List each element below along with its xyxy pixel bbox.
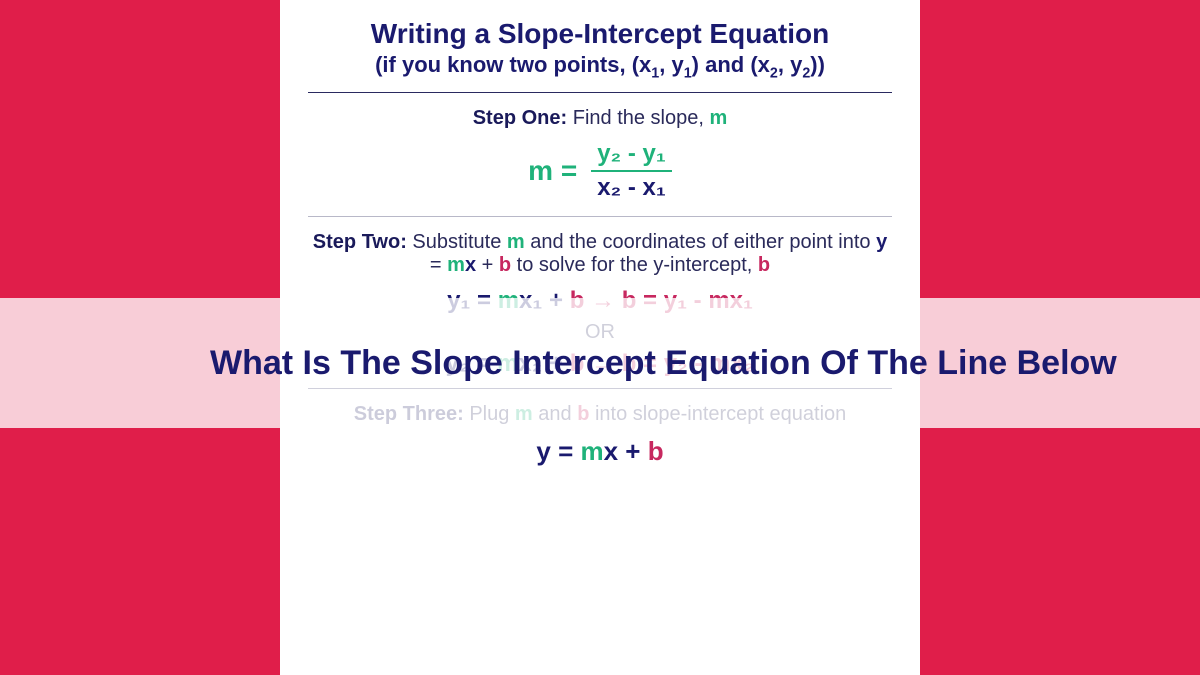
divider-light [308,216,892,217]
step-two-line: Step Two: Substitute m and the coordinat… [308,231,892,277]
divider [308,92,892,93]
slope-formula: m = y₂ - y₁ x₂ - x₁ [308,140,892,202]
numerator: y₂ - y₁ [591,140,672,170]
denominator: x₂ - x₁ [591,170,672,202]
fraction: y₂ - y₁ x₂ - x₁ [591,140,672,202]
overlay-banner: What Is The Slope Intercept Equation Of … [0,298,1200,428]
step-one-line: Step One: Find the slope, m [308,107,892,130]
card-subtitle: (if you know two points, (x1, y1) and (x… [308,52,892,81]
card-title: Writing a Slope-Intercept Equation [308,18,892,50]
banner-text: What Is The Slope Intercept Equation Of … [210,341,1117,385]
formula-lhs: m = [528,155,577,187]
final-equation: y = mx + b [308,436,892,467]
